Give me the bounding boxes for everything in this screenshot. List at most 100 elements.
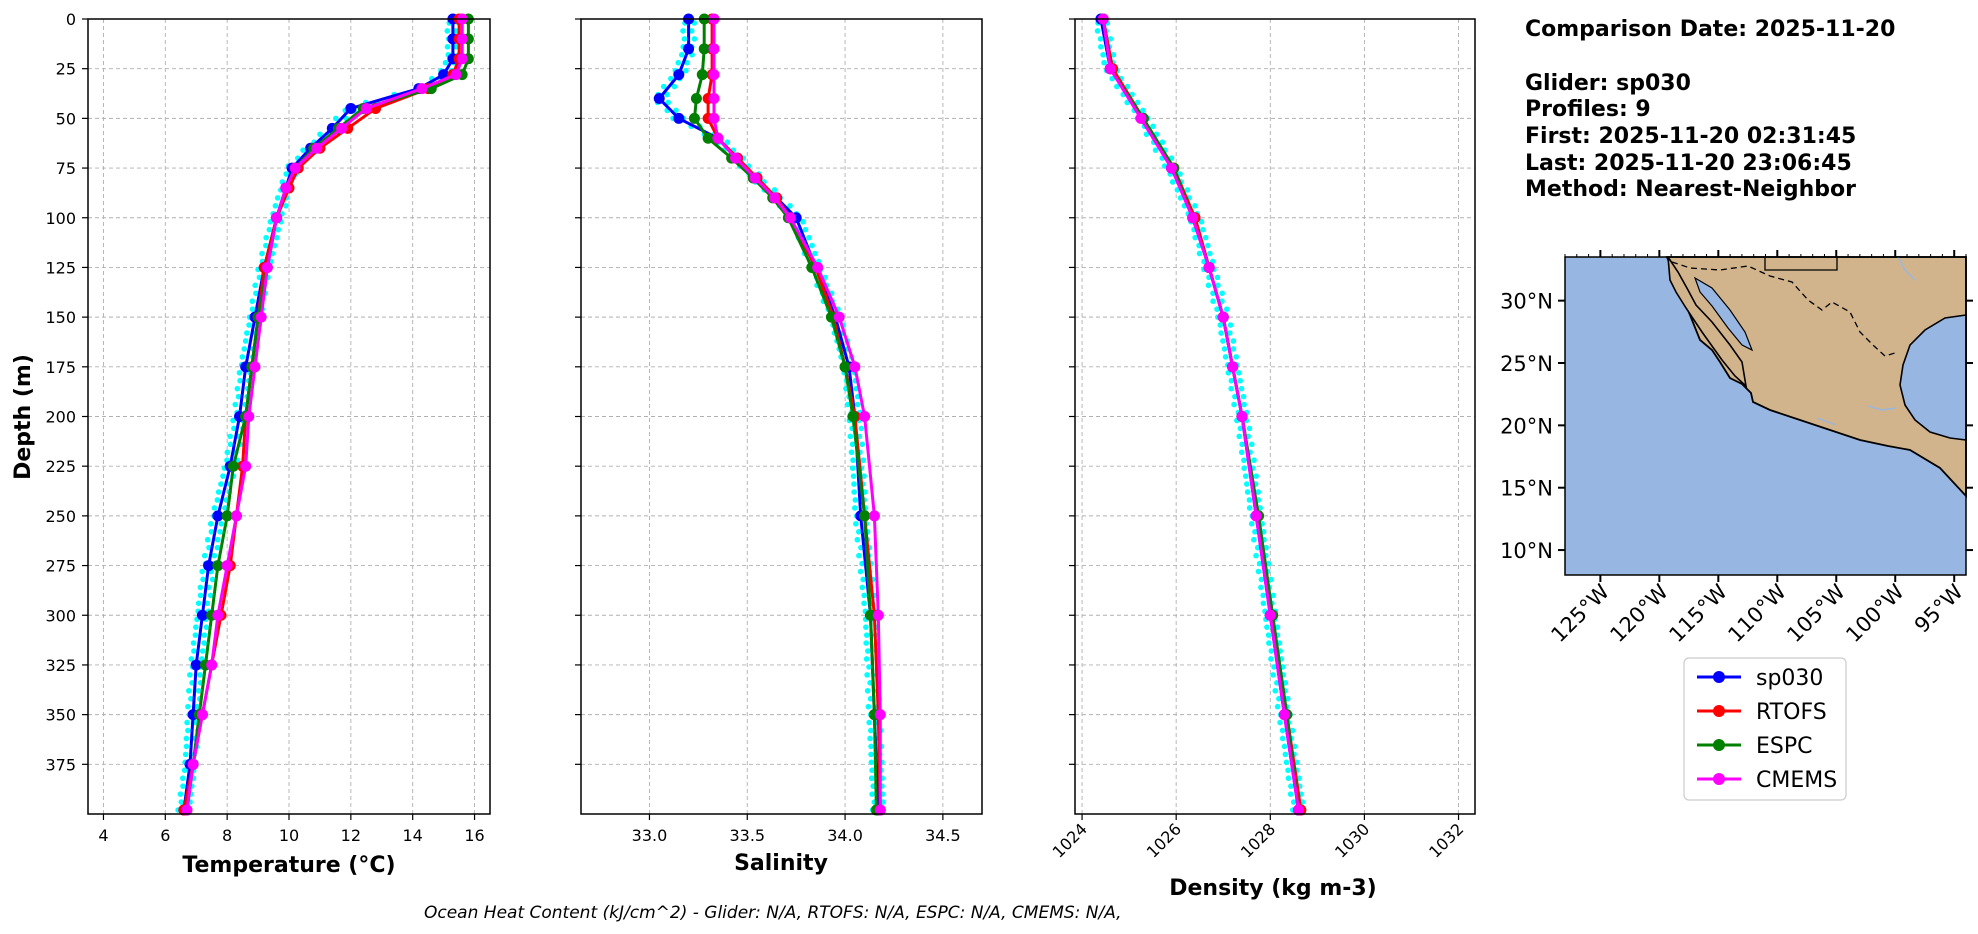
temperature-raw-point (215, 536, 221, 543)
salinity-raw-point (802, 226, 809, 233)
salinity-point-sp030 (673, 69, 685, 81)
temperature-raw-point (197, 584, 204, 591)
temperature-raw-point (253, 290, 259, 297)
density-line-rtofs (1101, 18, 1303, 811)
salinity-raw-point (680, 28, 686, 34)
density-raw-point (1258, 576, 1265, 583)
temperature-point-cmems (271, 212, 283, 224)
density-raw-point (1150, 123, 1156, 130)
salinity-point-cmems (708, 43, 720, 55)
salinity-series (653, 13, 886, 816)
temperature-raw-point (191, 648, 197, 654)
temperature-point-cmems (243, 411, 255, 422)
density-raw-point (1263, 544, 1269, 551)
salinity-raw-point (863, 640, 869, 646)
map-lon-label: 115°W (1664, 579, 1732, 647)
salinity-raw-point (863, 632, 870, 638)
salinity-point-cmems (874, 709, 886, 721)
temperature-point-cmems (240, 460, 252, 472)
density-raw-point (1260, 600, 1267, 607)
density-raw-point (1237, 425, 1244, 432)
density-raw-point (1196, 250, 1203, 257)
density-raw-point (1236, 433, 1243, 440)
salinity-xlabel: Salinity (734, 851, 828, 876)
density-raw-point (1214, 274, 1221, 281)
temperature-raw-point (242, 338, 249, 344)
temperature-point-cmems (221, 560, 233, 572)
density-raw-point (1184, 187, 1191, 193)
temperature-point-cmems (196, 709, 208, 721)
density-raw-point (1233, 354, 1239, 360)
depth-tick-label: 250 (45, 507, 76, 526)
last-time: Last: 2025-11-20 23:06:45 (1525, 151, 1852, 176)
density-raw-point (1228, 377, 1235, 384)
temperature-xtick-label: 14 (403, 826, 423, 845)
density-raw-point (1207, 250, 1213, 257)
salinity-raw-point (854, 401, 861, 408)
salinity-raw-point (869, 767, 875, 774)
temperature-raw-point (209, 576, 216, 583)
temperature-raw-point (188, 695, 194, 702)
density-point-cmems (1227, 361, 1239, 373)
salinity-raw-point (850, 457, 856, 464)
temperature-raw-point (188, 656, 195, 662)
salinity-point-espc (702, 132, 714, 144)
first-time: First: 2025-11-20 02:31:45 (1525, 124, 1856, 149)
temperature-point-cmems (289, 162, 301, 174)
salinity-raw-point (671, 83, 678, 90)
temperature-raw-point (218, 481, 224, 487)
salinity-raw-point (864, 687, 871, 694)
density-panel: 1024 1026 1028 1030 1032 Density (kg m-3) (1049, 13, 1476, 901)
temperature-xlabel: Temperature (°C) (182, 853, 395, 878)
density-point-cmems (1217, 311, 1229, 323)
temperature-raw-point (227, 433, 233, 440)
density-raw-point (1289, 727, 1296, 734)
temperature-raw-point (239, 354, 246, 360)
salinity-raw-point (844, 401, 851, 408)
temperature-point-sp030 (212, 510, 224, 522)
temperature-raw-point (259, 250, 265, 257)
density-raw-point (1101, 59, 1107, 66)
depth-tick-label: 275 (45, 557, 76, 576)
density-point-cmems (1135, 112, 1147, 124)
density-raw-point (1240, 393, 1247, 400)
temperature-raw-point (195, 687, 202, 694)
salinity-point-cmems (708, 93, 720, 104)
density-point-cmems (1104, 63, 1116, 75)
density-raw-point (1248, 441, 1255, 448)
salinity-raw-point (867, 735, 873, 742)
temperature-point-sp030 (345, 102, 357, 114)
density-raw-point (1285, 775, 1292, 782)
salinity-point-espc (839, 361, 851, 373)
temperature-raw-point (189, 680, 195, 686)
salinity-point-cmems (812, 261, 824, 273)
density-raw-point (1109, 75, 1116, 82)
temperature-raw-point (333, 115, 339, 122)
density-raw-point (1192, 234, 1198, 241)
density-raw-point (1177, 195, 1184, 201)
temperature-point-cmems (249, 361, 261, 373)
temperature-series (175, 13, 474, 816)
legend-label-espc: ESPC (1756, 734, 1813, 759)
temperature-raw-point (453, 44, 459, 50)
density-raw-point (1265, 560, 1272, 567)
density-raw-point (1094, 28, 1101, 34)
temperature-raw-point (224, 449, 231, 456)
salinity-raw-point (867, 680, 873, 686)
salinity-point-cmems (833, 311, 845, 323)
salinity-raw-point (868, 751, 874, 758)
density-raw-point (1231, 401, 1237, 408)
temperature-point-cmems (206, 659, 218, 671)
density-raw-point (1192, 203, 1198, 209)
density-raw-point (1287, 791, 1294, 797)
legend-label-cmems: CMEMS (1756, 768, 1837, 793)
salinity-raw-point (812, 250, 818, 257)
salinity-axes-frame (580, 18, 983, 815)
salinity-raw-point (691, 36, 698, 42)
salinity-raw-point (863, 624, 869, 630)
density-raw-point (1246, 425, 1253, 432)
temperature-raw-point (235, 393, 242, 400)
salinity-raw-point (863, 656, 870, 662)
density-raw-point (1114, 83, 1120, 90)
temperature-raw-point (222, 505, 228, 511)
